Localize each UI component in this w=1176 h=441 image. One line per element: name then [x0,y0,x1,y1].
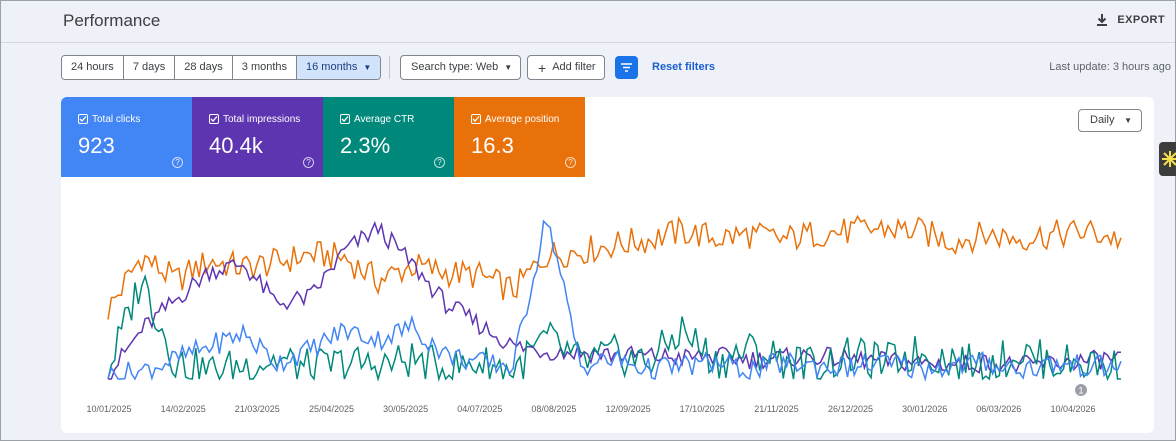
metric-label: Total impressions [223,114,301,125]
metric-total-impressions[interactable]: Total impressions 40.4k ? [192,97,323,177]
help-icon[interactable]: ? [172,157,183,168]
series-line [107,219,1122,382]
range-16-months[interactable]: 16 months ▼ [297,56,381,79]
plus-icon: + [538,59,547,76]
x-tick-label: 06/03/2026 [976,404,1021,414]
metric-value: 923 [78,133,115,158]
range-24-hours[interactable]: 24 hours [62,56,124,79]
granularity-label: Daily [1090,114,1115,126]
checkbox-checked-icon [471,114,481,124]
series-line [107,273,1121,382]
metric-label: Average CTR [354,114,415,125]
performance-chart-card: Total clicks 923 ? Total impressions 40.… [61,97,1154,433]
range-28-days[interactable]: 28 days [175,56,233,79]
x-tick-label: 26/12/2025 [828,404,873,414]
toolbar-divider [389,56,390,79]
filter-list-icon [621,63,632,72]
metric-value: 2.3% [340,133,391,158]
caret-down-icon: ▼ [504,63,513,72]
date-range-selector: 24 hours 7 days 28 days 3 months 16 mont… [61,55,382,80]
annotation-badge-text: 1 [1078,386,1083,396]
checkbox-checked-icon [78,114,88,124]
range-7-days[interactable]: 7 days [123,56,176,79]
annotation-badge[interactable]: 1 [1075,384,1087,396]
sparkle-icon [1162,151,1176,167]
checkbox-checked-icon [340,114,350,124]
annotation-badge-circle [1075,384,1087,396]
metric-label: Average position [485,114,560,125]
caret-down-icon: ▼ [1124,116,1132,125]
help-icon[interactable]: ? [565,157,576,168]
x-tick-label: 10/01/2025 [86,404,131,414]
x-tick-label: 30/05/2025 [383,404,428,414]
help-icon[interactable]: ? [303,157,314,168]
search-type-label: Search type: Web [411,61,499,73]
export-label: EXPORT [1117,14,1165,26]
help-icon[interactable]: ? [434,157,445,168]
x-tick-label: 12/09/2025 [606,404,651,414]
performance-line-chart: 10/01/2025 14/02/2025 21/03/2025 25/04/2025… [86,214,1122,414]
x-tick-label: 08/08/2025 [531,404,576,414]
x-tick-label: 21/03/2025 [235,404,280,414]
page-title: Performance [63,11,161,30]
reset-filters-link[interactable]: Reset filters [652,61,715,73]
metric-average-ctr[interactable]: Average CTR 2.3% ? [323,97,454,177]
filter-settings-button[interactable] [615,56,638,79]
range-16-months-label: 16 months [306,61,358,73]
x-tick-label: 14/02/2025 [161,404,206,414]
page-header: Performance EXPORT [1,1,1175,43]
x-tick-label: 21/11/2025 [754,404,798,414]
filter-toolbar: 24 hours 7 days 28 days 3 months 16 mont… [61,55,1171,80]
metric-label: Total clicks [92,114,141,125]
x-tick-label: 30/01/2026 [902,404,947,414]
metric-average-position[interactable]: Average position 16.3 ? [454,97,585,177]
caret-down-icon: ▼ [363,63,372,72]
metric-value: 40.4k [209,133,263,158]
add-filter-button[interactable]: + Add filter [527,55,605,80]
x-tick-label: 10/04/2026 [1050,404,1095,414]
range-3-months[interactable]: 3 months [232,56,298,79]
add-filter-label: Add filter [552,61,596,73]
granularity-dropdown[interactable]: Daily ▼ [1078,109,1142,132]
download-icon [1097,14,1108,26]
x-tick-label: 25/04/2025 [309,404,354,414]
metric-value: 16.3 [471,133,514,158]
series-line [107,214,1122,320]
x-tick-label: 04/07/2025 [457,404,502,414]
x-tick-label: 17/10/2025 [680,404,725,414]
search-type-dropdown[interactable]: Search type: Web ▼ [400,55,521,80]
metric-total-clicks[interactable]: Total clicks 923 ? [61,97,192,177]
checkbox-checked-icon [209,114,219,124]
side-extension-tab[interactable] [1159,142,1176,176]
export-button[interactable]: EXPORT [1095,13,1165,27]
last-update-text: Last update: 3 hours ago [1049,61,1171,73]
